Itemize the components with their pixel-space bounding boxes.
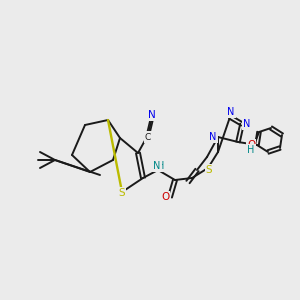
Text: O: O <box>161 192 169 202</box>
Text: S: S <box>206 165 212 175</box>
Text: N: N <box>148 110 156 120</box>
Text: N: N <box>153 161 161 171</box>
Text: H: H <box>157 161 165 171</box>
Text: N: N <box>243 119 251 129</box>
Text: C: C <box>145 133 151 142</box>
Text: O: O <box>247 140 255 150</box>
Text: N: N <box>209 132 217 142</box>
Text: S: S <box>119 188 125 198</box>
Text: H: H <box>247 145 255 155</box>
Text: N: N <box>227 107 235 117</box>
